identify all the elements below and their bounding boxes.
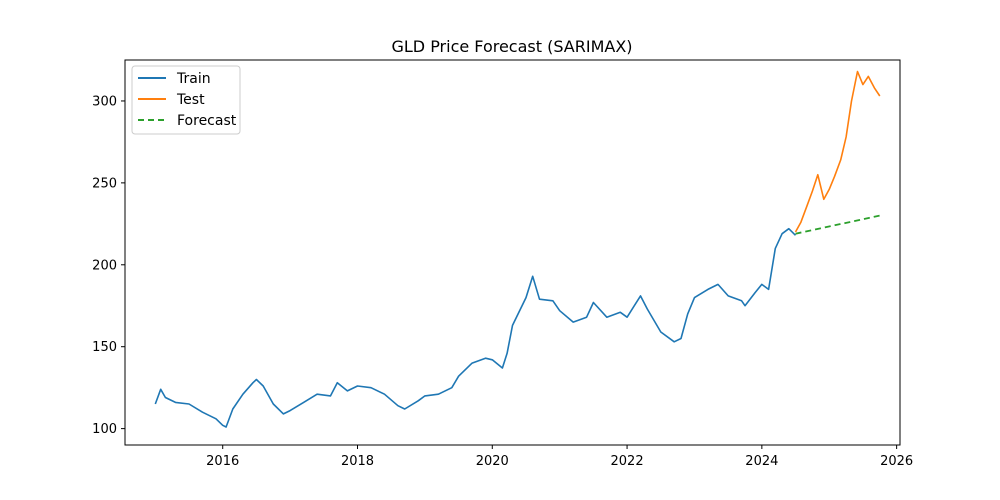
legend-label-forecast: Forecast [177, 113, 237, 129]
y-tick-label: 200 [92, 258, 117, 273]
x-tick-label: 2026 [880, 454, 913, 469]
legend-label-test: Test [176, 92, 205, 108]
plot-area [124, 59, 901, 446]
y-axis: 100 150 200 250 300 [92, 94, 125, 437]
chart-title: GLD Price Forecast (SARIMAX) [391, 37, 632, 56]
x-tick-label: 2022 [611, 454, 644, 469]
x-tick-label: 2018 [341, 454, 374, 469]
legend-label-train: Train [176, 71, 211, 87]
series-line-test [794, 70, 881, 233]
y-tick-label: 150 [92, 340, 117, 355]
x-axis: 2016 2018 2020 2022 2024 2026 [206, 445, 913, 469]
series-line-forecast [795, 214, 880, 235]
legend: Train Test Forecast [131, 65, 241, 135]
y-tick-label: 300 [92, 94, 117, 109]
legend-box [131, 65, 241, 135]
x-tick-label: 2024 [745, 454, 778, 469]
x-tick-label: 2020 [476, 454, 509, 469]
series-line-train [154, 227, 797, 428]
y-tick-label: 100 [92, 422, 117, 437]
x-tick-label: 2016 [206, 454, 239, 469]
y-tick-label: 250 [92, 176, 117, 191]
series-layer [154, 70, 881, 428]
